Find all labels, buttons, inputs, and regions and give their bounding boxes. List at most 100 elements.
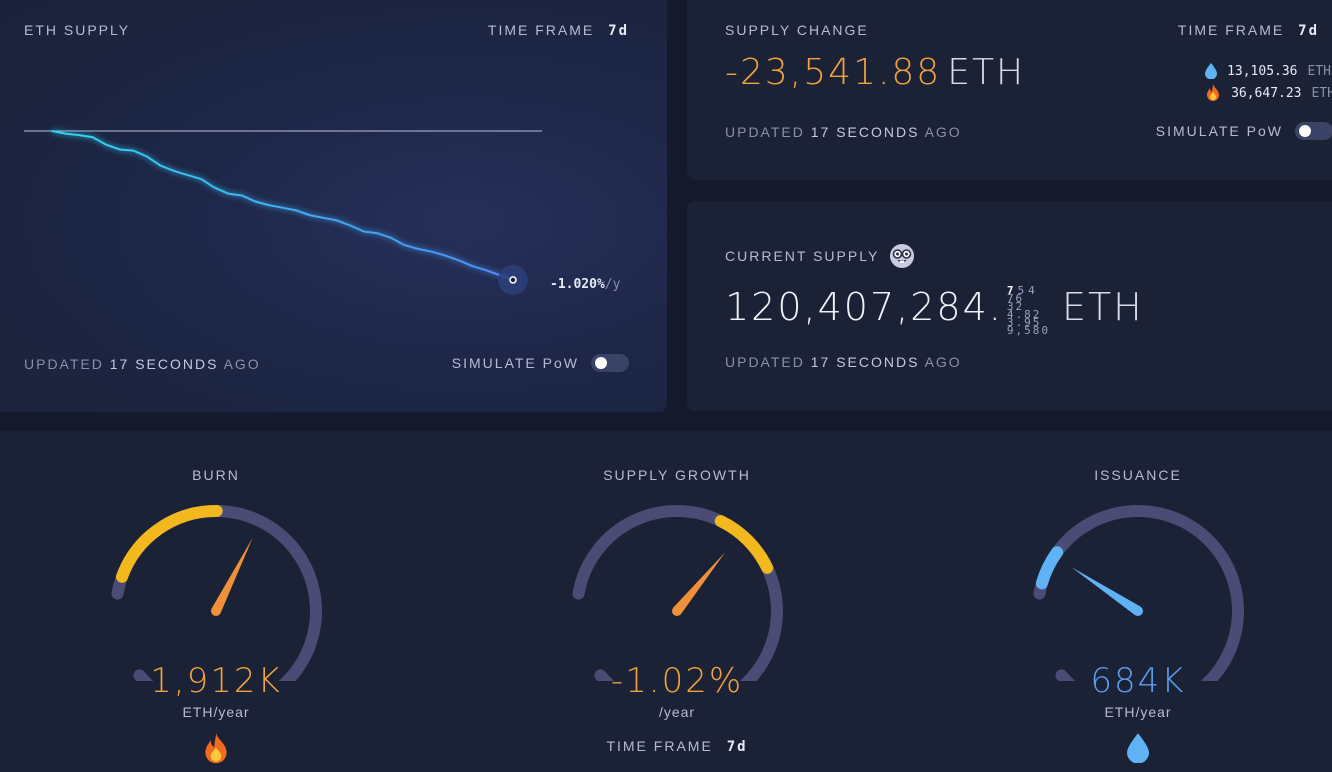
- rolling-digit: 4: [1028, 284, 1037, 297]
- supply-change-breakdown: 13,105.36 ETH 36,647.23 ETH: [1205, 60, 1332, 104]
- toggle-knob: [1299, 125, 1311, 137]
- gauge-needle: [673, 552, 726, 615]
- toggle-knob: [595, 357, 607, 369]
- time-frame-value: 7d: [608, 23, 629, 39]
- current-supply-card: CURRENT SUPPLY 120,407,284. 7 5 4 76 32 4.82 3…: [687, 201, 1332, 411]
- current-supply-value: 120,407,284.: [725, 285, 1003, 329]
- supply-trend-line: [51, 130, 514, 281]
- gauge-needle: [211, 537, 253, 614]
- updated-unit: SECONDS: [836, 354, 920, 370]
- gauge-track: [1033, 505, 1244, 681]
- current-supply-header: CURRENT SUPPLY: [725, 243, 915, 269]
- burn-row: 36,647.23 ETH: [1205, 82, 1332, 104]
- updated-suffix: AGO: [223, 356, 261, 372]
- updated-prefix: UPDATED: [725, 354, 805, 370]
- issuance-gauge-title: ISSUANCE: [1094, 467, 1182, 483]
- simulate-pow-control: SIMULATE PoW: [1156, 122, 1332, 140]
- simulate-pow-toggle[interactable]: [1295, 122, 1332, 140]
- gauge-needle-hub: [672, 606, 682, 616]
- updated-number: 17: [810, 124, 831, 140]
- eth-supply-card: ETH SUPPLY TIME FRAME 7d -1.020%/y UPDAT…: [0, 0, 667, 412]
- burn-gauge-footer: [66, 733, 366, 770]
- issuance-value: 13,105.36: [1227, 63, 1298, 79]
- fire-icon: [1207, 84, 1220, 101]
- time-frame-selector[interactable]: TIME FRAME 7d: [1178, 22, 1319, 39]
- burn-gauge-dial: [111, 504, 322, 681]
- current-supply-unit: ETH: [1061, 285, 1144, 329]
- supply-change-title: SUPPLY CHANGE: [725, 22, 869, 38]
- current-supply-title: CURRENT SUPPLY: [725, 248, 880, 264]
- supply-rate-value: -1.020%: [550, 277, 605, 292]
- gauge-needle: [1071, 567, 1141, 616]
- simulate-pow-control: SIMULATE PoW: [452, 354, 629, 372]
- simulate-pow-toggle[interactable]: [591, 354, 629, 372]
- updated-suffix: AGO: [924, 124, 962, 140]
- time-frame-selector[interactable]: TIME FRAME 7d: [527, 738, 827, 755]
- rolling-digit: 5: [1017, 284, 1027, 297]
- supply-growth-gauge-unit: /year: [658, 704, 696, 720]
- burn-gauge-title: BURN: [192, 467, 240, 483]
- burn-gauge-unit: ETH/year: [182, 704, 250, 720]
- issuance-gauge-dial: [1033, 505, 1244, 681]
- issuance-gauge-unit: ETH/year: [1104, 704, 1172, 720]
- supply-growth-gauge-value: -1.02%: [610, 661, 744, 701]
- supply-rate-label: -1.020%/y: [550, 277, 620, 292]
- updated-status: UPDATED 17 SECONDS AGO: [725, 124, 962, 140]
- droplet-icon: [1127, 733, 1149, 764]
- gauge-track: [572, 505, 783, 681]
- supply-rate-suffix: /y: [604, 277, 621, 292]
- issuance-unit: ETH: [1307, 63, 1331, 79]
- updated-status: UPDATED 17 SECONDS AGO: [725, 354, 962, 370]
- gauges-panel: BURN 1,912K ETH/year SUPPLY GROWTH -1.02…: [0, 431, 1332, 772]
- issuance-row: 13,105.36 ETH: [1205, 60, 1332, 82]
- rolling-digit: 7: [1006, 284, 1016, 297]
- eth-supply-chart: [24, 130, 542, 295]
- updated-prefix: UPDATED: [24, 356, 104, 372]
- fire-icon: [205, 733, 227, 764]
- rolling-decimal-digits: 7 5 4 76 32 4.82 3.95 9,580: [1006, 284, 1050, 337]
- burn-gauge: BURN 1,912K ETH/year: [66, 431, 366, 772]
- simulate-pow-label: SIMULATE PoW: [1155, 123, 1283, 139]
- updated-number: 17: [109, 356, 130, 372]
- supply-change-amount: -23,541.88 ETH: [725, 52, 1025, 93]
- gauge-fill-arc: [1035, 546, 1064, 590]
- supply-growth-gauge: SUPPLY GROWTH -1.02% /year TIME FRAME 7d: [527, 431, 827, 772]
- updated-number: 17: [810, 354, 831, 370]
- burn-value: 36,647.23: [1231, 85, 1302, 101]
- time-frame-label: TIME FRAME: [606, 738, 713, 754]
- eth-supply-title: ETH SUPPLY: [24, 22, 131, 38]
- rolling-digit: 76: [1006, 292, 1025, 305]
- time-frame-selector[interactable]: TIME FRAME 7d: [488, 22, 629, 39]
- gauge-fill-arc: [116, 504, 223, 583]
- supply-change-unit: ETH: [947, 52, 1026, 93]
- time-frame-label: TIME FRAME: [1177, 22, 1285, 38]
- droplet-icon: [1205, 63, 1218, 79]
- gauge-needle-hub: [1133, 606, 1143, 616]
- time-frame-label: TIME FRAME: [487, 22, 595, 38]
- burn-gauge-value: 1,912K: [150, 661, 282, 701]
- updated-unit: SECONDS: [836, 124, 920, 140]
- supply-end-dot: [509, 276, 517, 284]
- rolling-digit: 3.95: [1006, 316, 1042, 329]
- burn-unit: ETH: [1311, 85, 1332, 101]
- supply-growth-gauge-title: SUPPLY GROWTH: [603, 467, 751, 483]
- gauge-fill-arc: [714, 515, 774, 574]
- time-frame-value: 7d: [1298, 23, 1319, 39]
- issuance-gauge-footer: [988, 733, 1288, 768]
- issuance-gauge: ISSUANCE 684K ETH/year: [988, 431, 1288, 772]
- simulate-pow-label: SIMULATE PoW: [451, 355, 579, 371]
- supply-growth-gauge-dial: [572, 505, 783, 681]
- rolling-digit: 9,580: [1006, 324, 1050, 337]
- supply-change-card: SUPPLY CHANGE TIME FRAME 7d -23,541.88 ET…: [687, 0, 1332, 180]
- supply-change-value: -23,541.88: [725, 52, 942, 93]
- rolling-digit: 4.82: [1006, 308, 1042, 321]
- time-frame-value: 7d: [726, 739, 748, 755]
- updated-prefix: UPDATED: [725, 124, 805, 140]
- rolling-digit: 32: [1006, 300, 1025, 313]
- gauge-needle-hub: [211, 606, 221, 616]
- current-supply-amount: 120,407,284. 7 5 4 76 32 4.82 3.95 9,580 ETH: [725, 284, 1144, 337]
- updated-suffix: AGO: [924, 354, 962, 370]
- updated-unit: SECONDS: [135, 356, 219, 372]
- nerd-face-icon: [890, 244, 915, 268]
- updated-status: UPDATED 17 SECONDS AGO: [24, 356, 261, 372]
